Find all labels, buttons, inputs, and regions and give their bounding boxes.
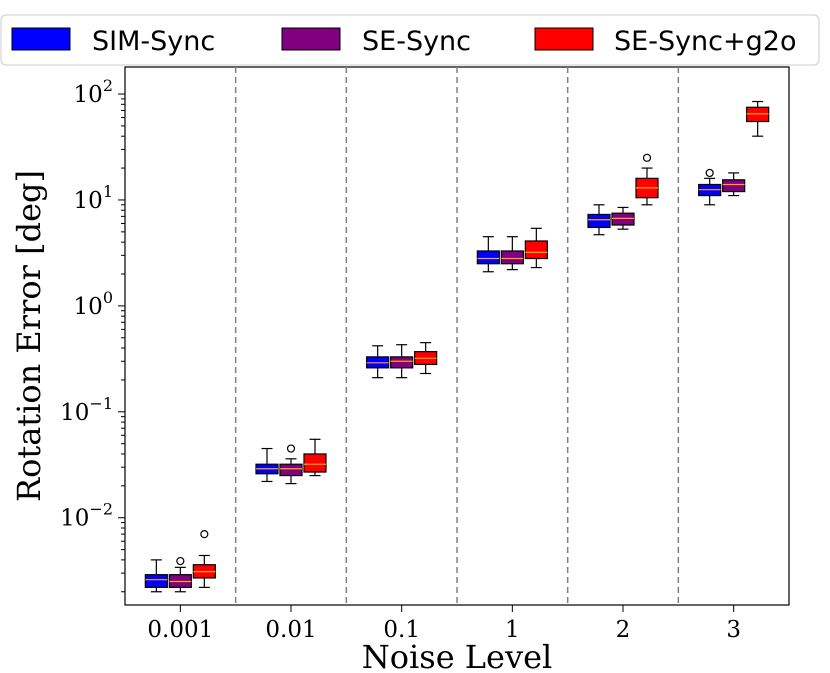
box-iqr [476,250,500,265]
legend-frame [0,14,820,66]
category-separators [234,67,680,605]
box-sim-sync-4 [587,204,611,236]
box-se-sync-g2o-4 [635,153,659,206]
legend-label-se-sync: SE-Sync [362,26,471,57]
y-axis-ticks: 10−2 10−1 100 101 102 [60,76,125,593]
legend-label-se-sync-g2o: SE-Sync+g2o [614,26,796,57]
box-iqr [524,240,548,260]
box-iqr [279,463,303,477]
x-axis-ticks: 0.001 0.01 0.1 1 2 3 [147,605,741,643]
box-se-sync-g2o-0 [192,530,216,588]
box-se-sync-g2o-1 [303,438,327,477]
legend-swatch-se-sync-g2o [534,27,594,51]
legend-label-sim-sync: SIM-Sync [92,26,215,57]
box-sim-sync-3 [476,236,500,273]
y-tick-label: 100 [74,288,113,320]
x-tick-label: 0.001 [147,617,213,643]
outlier-point [705,168,714,178]
outlier-point [200,530,209,539]
legend-swatch-se-sync [281,27,341,51]
box-iqr [144,574,168,588]
x-tick-label: 2 [616,617,631,643]
box-se-sync-g2o-2 [414,342,438,375]
box-se-sync-2 [390,344,414,379]
box-se-sync-0 [168,556,192,593]
y-tick-label: 10−1 [60,394,113,426]
box-iqr [500,250,524,265]
box-sim-sync-0 [144,559,168,593]
box-iqr [587,213,611,229]
outlier-point [642,153,652,162]
box-sim-sync-1 [255,447,279,483]
box-se-sync-g2o-5 [746,100,770,137]
box-plots [144,100,770,593]
outlier-point [176,556,185,566]
x-tick-label: 1 [505,617,520,643]
box-se-sync-3 [500,236,524,271]
box-se-sync-g2o-3 [524,227,548,269]
x-axis-title: Noise Level [362,638,552,673]
box-sim-sync-2 [366,345,390,379]
box-se-sync-1 [279,444,303,485]
box-iqr [611,212,635,226]
box-se-sync-5 [722,172,746,197]
y-tick-label: 101 [74,182,113,214]
box-iqr [303,453,327,473]
x-tick-label: 0.1 [383,617,420,643]
box-se-sync-4 [611,206,635,230]
outlier-point [286,444,296,453]
box-iqr [390,356,414,369]
box-sim-sync-5 [698,168,722,206]
y-tick-label: 102 [74,76,113,108]
y-axis-title: Rotation Error [deg] [10,170,48,502]
y-tick-label: 10−2 [60,500,113,532]
x-tick-label: 0.01 [265,617,316,643]
legend: SIM-Sync SE-Sync SE-Sync+g2o [0,14,820,66]
x-tick-label: 3 [726,617,741,643]
box-iqr [722,179,746,193]
legend-swatch-sim-sync [11,27,71,51]
